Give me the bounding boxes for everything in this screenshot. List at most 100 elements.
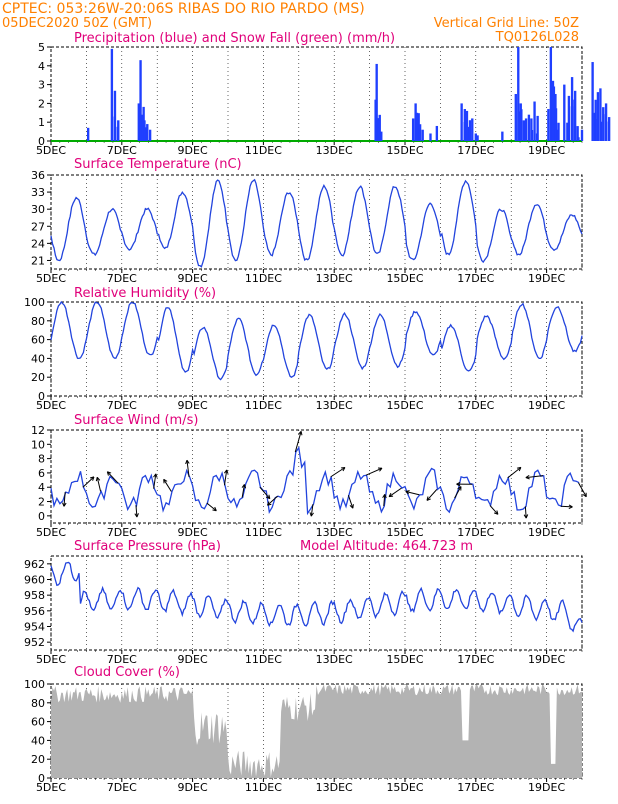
- x-tick-label: 13DEC: [316, 399, 353, 412]
- precip-bar: [501, 132, 503, 141]
- precip-bar: [581, 130, 583, 141]
- header-line2: 05DEC2020 50Z (GMT): [2, 16, 152, 31]
- precip-bar: [530, 118, 532, 141]
- precip-bar: [557, 130, 559, 141]
- precip-bar: [419, 124, 421, 141]
- panel-title-pressure: Surface Pressure (hPa): [74, 539, 221, 554]
- y-tick-label: 20: [31, 371, 45, 384]
- precip-bar: [146, 124, 148, 141]
- y-tick-label: 960: [24, 574, 45, 587]
- precip-bar: [469, 120, 471, 141]
- precip-bar: [114, 117, 116, 141]
- precip-bar: [460, 103, 462, 141]
- x-tick-label: 19DEC: [528, 526, 565, 539]
- x-tick-label: 17DEC: [457, 653, 494, 666]
- x-tick-label: 19DEC: [528, 272, 565, 285]
- y-tick-label: 2: [38, 97, 45, 110]
- wind-series-line: [51, 448, 579, 514]
- x-tick-label: 17DEC: [457, 781, 494, 794]
- y-tick-label: 60: [31, 716, 45, 729]
- x-tick-label: 19DEC: [528, 781, 565, 794]
- y-tick-label: 956: [24, 605, 45, 618]
- precip-bar: [149, 130, 151, 141]
- precip-bar: [571, 77, 573, 141]
- y-tick-label: 80: [31, 315, 45, 328]
- precip-bar: [523, 120, 525, 141]
- x-tick-label: 17DEC: [457, 399, 494, 412]
- x-tick-label: 5DEC: [36, 399, 66, 412]
- precip-bar: [143, 120, 145, 141]
- y-tick-label: 27: [31, 220, 45, 233]
- precip-bar: [552, 81, 554, 141]
- x-tick-label: 13DEC: [316, 144, 353, 157]
- precip-bar: [471, 118, 473, 141]
- y-tick-label: 40: [31, 734, 45, 747]
- precip-bar: [597, 92, 599, 141]
- wind-arrow: [508, 467, 521, 478]
- x-tick-label: 17DEC: [457, 144, 494, 157]
- y-tick-label: 2: [38, 496, 45, 509]
- precip-bar: [536, 133, 538, 141]
- x-tick-label: 17DEC: [457, 526, 494, 539]
- precip-bar: [573, 100, 575, 141]
- wind-arrow: [331, 468, 345, 477]
- y-tick-label: 21: [31, 254, 45, 267]
- x-tick-label: 7DEC: [107, 781, 137, 794]
- y-tick-label: 962: [24, 558, 45, 571]
- x-tick-label: 11DEC: [245, 781, 282, 794]
- precip-bar: [378, 120, 380, 141]
- y-tick-label: 1: [38, 116, 45, 129]
- panel-title-wind: Surface Wind (m/s): [74, 413, 198, 428]
- header-line1: CPTEC: 053:26W-20:06S RIBAS DO RIO PARDO…: [2, 1, 365, 17]
- x-tick-label: 13DEC: [316, 526, 353, 539]
- panel-title-temperature: Surface Temperature (nC): [74, 157, 242, 172]
- precip-bar: [605, 103, 607, 141]
- precip-bar: [520, 103, 522, 141]
- y-tick-label: 24: [31, 237, 45, 250]
- precip-bar: [422, 130, 424, 141]
- y-tick-label: 10: [31, 438, 45, 451]
- precip-bar: [550, 47, 552, 141]
- x-tick-label: 13DEC: [316, 272, 353, 285]
- precip-bar: [464, 109, 466, 141]
- x-tick-label: 11DEC: [245, 272, 282, 285]
- precip-bar: [117, 120, 119, 141]
- x-tick-label: 7DEC: [107, 399, 137, 412]
- precip-bar: [416, 113, 418, 141]
- precip-bar: [412, 118, 414, 141]
- precip-bar: [533, 102, 535, 141]
- wind-arrow: [83, 477, 94, 487]
- x-tick-label: 15DEC: [386, 272, 423, 285]
- x-tick-label: 9DEC: [178, 144, 208, 157]
- x-tick-label: 15DEC: [386, 526, 423, 539]
- precip-bar: [466, 111, 468, 141]
- x-tick-label: 7DEC: [107, 272, 137, 285]
- humidity-series-line: [51, 302, 582, 380]
- y-tick-label: 8: [38, 453, 45, 466]
- x-tick-label: 9DEC: [178, 272, 208, 285]
- x-tick-label: 5DEC: [36, 272, 66, 285]
- precip-bar: [599, 88, 601, 141]
- header-grid-note: Vertical Grid Line: 50Z: [434, 16, 579, 31]
- precip-bar: [525, 118, 527, 141]
- x-tick-label: 15DEC: [386, 781, 423, 794]
- x-tick-label: 5DEC: [36, 526, 66, 539]
- y-tick-label: 954: [24, 621, 45, 634]
- precip-bar: [547, 109, 549, 141]
- y-tick-label: 30: [31, 203, 45, 216]
- y-tick-label: 100: [24, 678, 45, 691]
- y-tick-label: 6: [38, 467, 45, 480]
- y-tick-label: 5: [38, 41, 45, 54]
- precip-bar: [608, 117, 610, 141]
- wind-arrow: [427, 489, 437, 500]
- x-tick-label: 19DEC: [528, 144, 565, 157]
- precip-bar: [602, 107, 604, 141]
- x-tick-label: 9DEC: [178, 399, 208, 412]
- precip-bar: [554, 94, 556, 141]
- x-tick-label: 7DEC: [107, 526, 137, 539]
- y-tick-label: 33: [31, 186, 45, 199]
- precip-bar: [528, 115, 530, 141]
